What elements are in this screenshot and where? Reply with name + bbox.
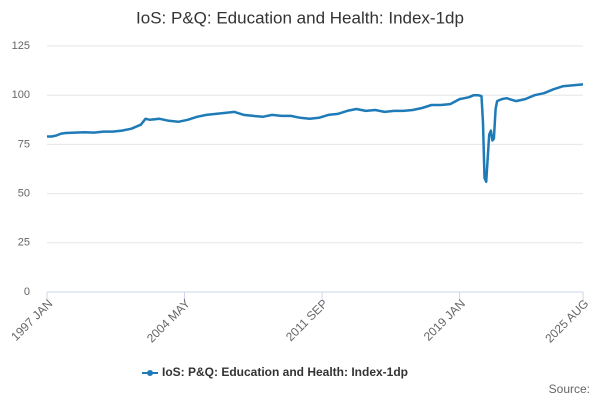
source-label: Source: — [549, 382, 590, 396]
data-line — [47, 83, 584, 184]
x-tick-label: 1997 JAN — [8, 296, 55, 343]
y-tick-label: 0 — [24, 286, 30, 298]
x-tick-label: 2004 MAY — [144, 296, 193, 345]
legend-label: IoS: P&Q: Education and Health: Index-1d… — [162, 365, 408, 379]
x-tick-label: 2011 SEP — [283, 296, 330, 343]
chart-title: IoS: P&Q: Education and Health: Index-1d… — [136, 8, 464, 27]
y-tick-label: 75 — [18, 138, 30, 150]
y-tick-label: 25 — [18, 237, 30, 249]
y-tick-label: 50 — [18, 188, 30, 200]
y-tick-label: 125 — [12, 40, 30, 52]
legend-marker — [147, 370, 153, 376]
y-tick-label: 100 — [12, 89, 30, 101]
x-tick-label: 2025 AUG — [542, 296, 591, 345]
x-tick-label: 2019 JAN — [421, 296, 468, 343]
